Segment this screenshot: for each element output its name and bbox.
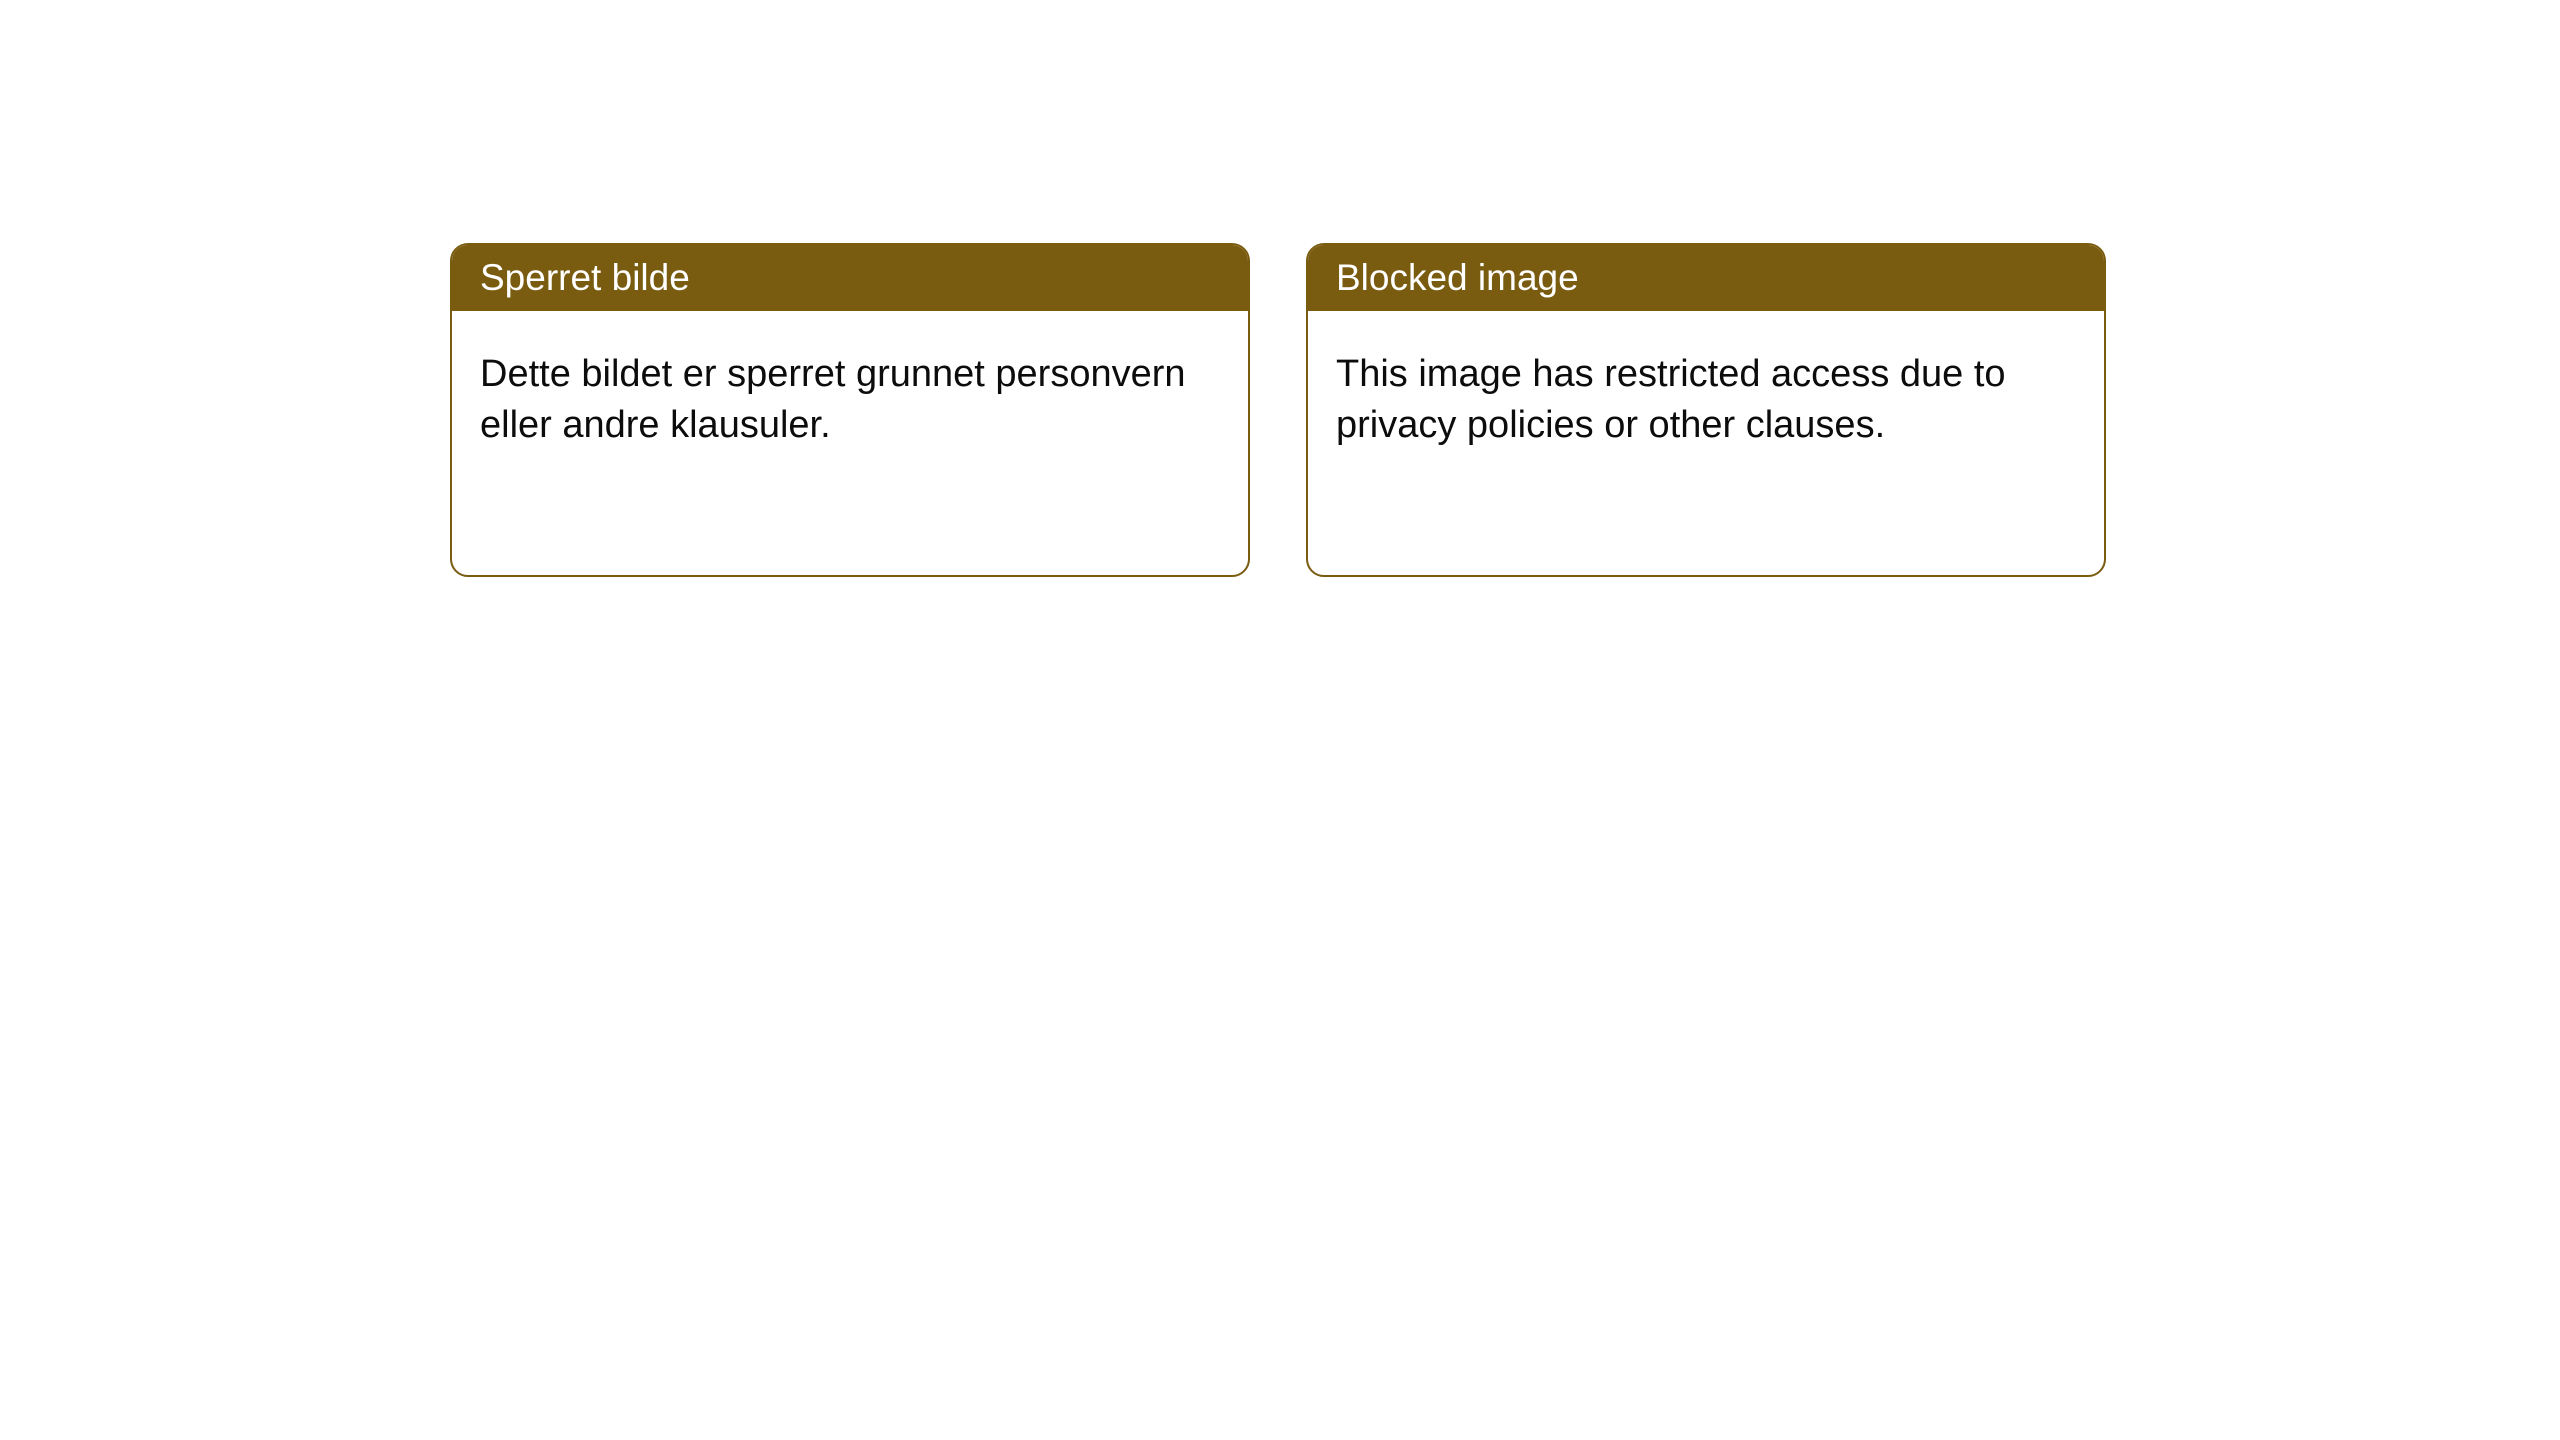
notice-card-container: Sperret bilde Dette bildet er sperret gr… [450,243,2106,577]
card-message: Dette bildet er sperret grunnet personve… [480,353,1186,446]
card-title: Sperret bilde [480,257,690,298]
card-body: Dette bildet er sperret grunnet personve… [452,311,1248,490]
card-header: Blocked image [1308,245,2104,311]
card-title: Blocked image [1336,257,1579,298]
notice-card-english: Blocked image This image has restricted … [1306,243,2106,577]
notice-card-norwegian: Sperret bilde Dette bildet er sperret gr… [450,243,1250,577]
card-header: Sperret bilde [452,245,1248,311]
card-body: This image has restricted access due to … [1308,311,2104,490]
card-message: This image has restricted access due to … [1336,353,2006,446]
